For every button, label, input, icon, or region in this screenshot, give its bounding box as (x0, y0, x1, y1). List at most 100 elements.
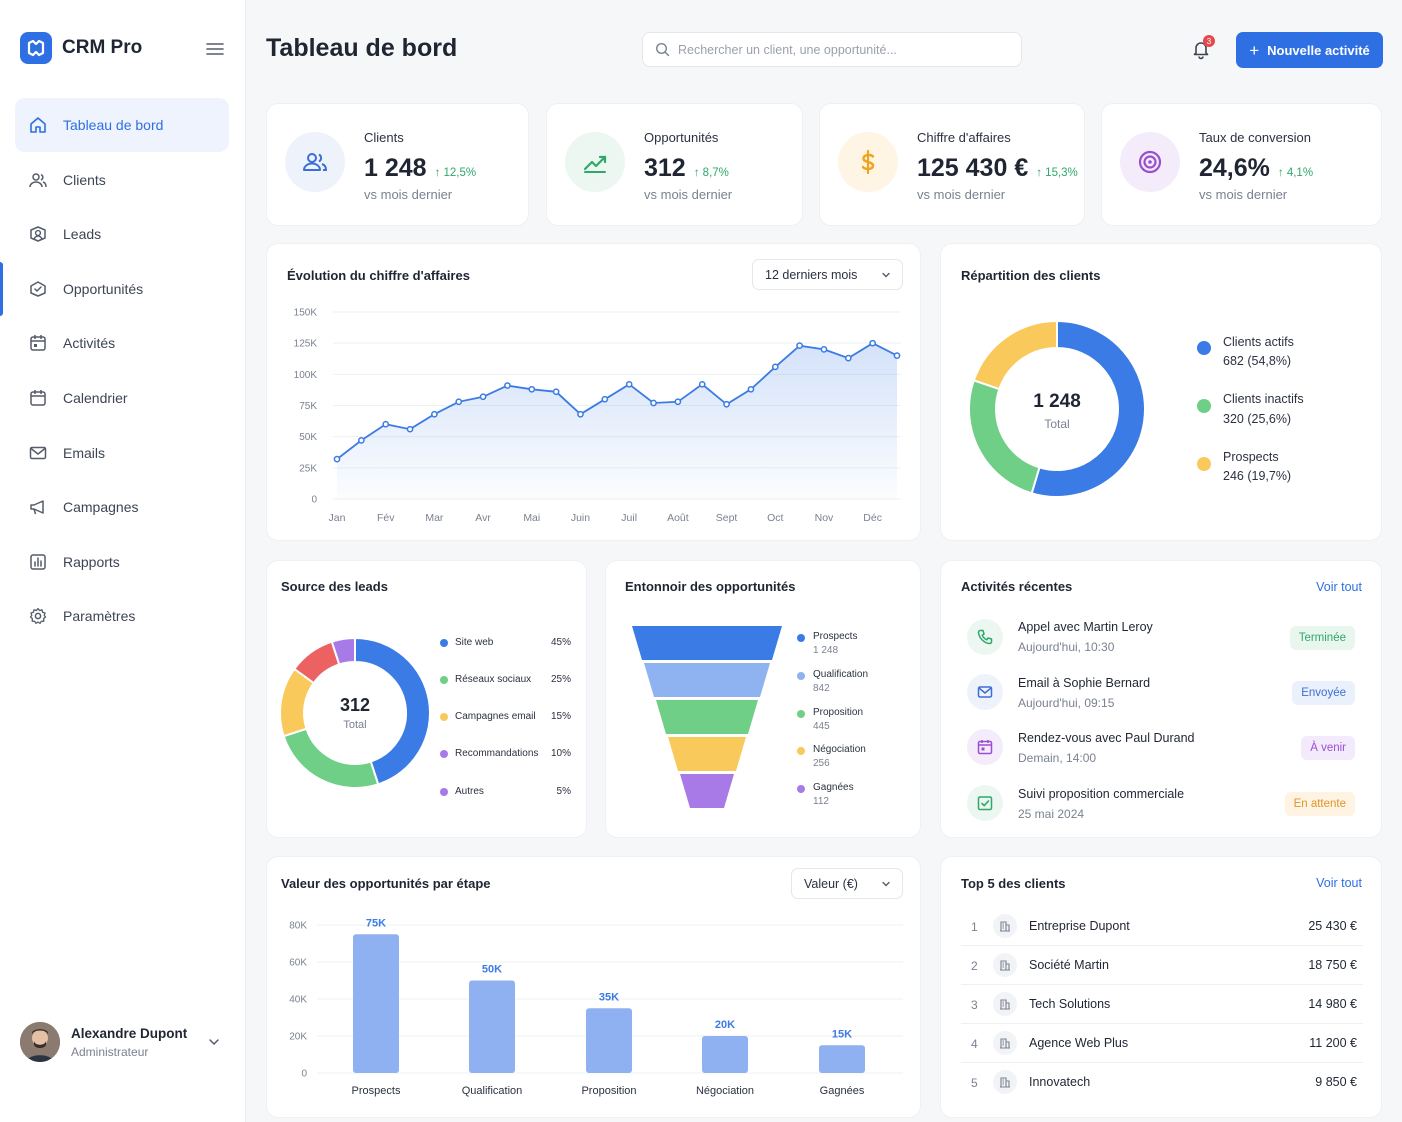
see-all-activities-link[interactable]: Voir tout (1316, 580, 1362, 594)
x-tick-label: Mar (425, 512, 444, 524)
kpi-delta: ↑ 4,1% (1277, 167, 1314, 179)
user-profile[interactable]: Alexandre Dupont Administrateur (20, 1022, 230, 1062)
value-select[interactable]: Valeur (€) (791, 868, 903, 899)
legend-pct: 25% (550, 674, 571, 685)
legend-dot (440, 639, 448, 647)
donut-slice (330, 636, 356, 666)
kpi-value-text: 24,6% (1199, 154, 1270, 182)
legend-value: 842 (813, 683, 830, 694)
status-badge: Terminée (1289, 626, 1355, 650)
sidebar-item-calendrier[interactable]: Calendrier (15, 371, 229, 425)
legend-dot (797, 785, 805, 793)
kpi-value: 1 248 ↑ 12,5% (364, 154, 476, 183)
data-point (382, 420, 390, 428)
data-point (577, 410, 584, 418)
legend-dot (440, 713, 448, 721)
data-point (820, 346, 828, 353)
sidebar-item-label: Emails (63, 444, 106, 461)
sidebar-nav: Tableau de bord Clients Leads Opportunit… (15, 98, 229, 644)
legend-label: Autres (455, 786, 484, 797)
legend-dot (1197, 341, 1211, 355)
donut-slice (972, 319, 1058, 391)
kpi-sub: vs mois dernier (1199, 187, 1288, 202)
sidebar-item-activites[interactable]: Activités (15, 316, 229, 370)
calendar-icon (27, 387, 49, 409)
funnel-stage-gagnees (680, 774, 734, 808)
data-point (869, 339, 877, 347)
stage-values-bar-chart: 0 20K 40K 60K 80K 75K Prospects 50K Qualificatio… (289, 917, 903, 1097)
check-square-icon (967, 785, 1003, 821)
area-fill (337, 343, 897, 499)
gear-icon (27, 605, 49, 627)
legend-detail: 320 (25,6%) (1223, 412, 1292, 426)
activities-icon (27, 332, 49, 354)
clients-split-card: Répartition des clients 1 248 Total Clie… (940, 243, 1382, 541)
new-activity-button[interactable]: + Nouvelle activité (1236, 32, 1383, 68)
y-tick-label: 60K (289, 958, 307, 969)
data-point (552, 388, 560, 396)
kpi-delta: ↑ 12,5% (434, 167, 477, 179)
client-name: Société Martin (1029, 958, 1109, 972)
sidebar-item-clients[interactable]: Clients (15, 153, 229, 207)
table-row[interactable]: 4 Agence Web Plus 11 200 € (961, 1024, 1363, 1063)
data-point (625, 380, 633, 388)
sidebar-item-rapports[interactable]: Rapports (15, 535, 229, 589)
kpi-delta: ↑ 8,7% (693, 167, 729, 179)
y-tick-label: 150K (294, 308, 318, 319)
see-all-clients-link[interactable]: Voir tout (1316, 876, 1362, 890)
client-rank: 4 (971, 1037, 978, 1051)
sidebar-item-opportunites[interactable]: Opportunités (15, 262, 229, 316)
kpi-value: 312 ↑ 8,7% (644, 154, 729, 183)
y-tick-label: 75K (299, 401, 317, 412)
chevron-down-icon (880, 878, 892, 890)
brand[interactable]: CRM Pro (20, 32, 142, 64)
bar-value-label: 20K (715, 1019, 735, 1031)
client-value: 18 750 € (1308, 958, 1357, 972)
legend-value: 1 248 (813, 645, 839, 656)
card-title: Entonnoir des opportunités (625, 579, 796, 594)
sidebar-item-label: Activités (63, 335, 116, 352)
menu-icon[interactable] (204, 38, 226, 60)
sidebar-item-tableau-de-bord[interactable]: Tableau de bord (15, 98, 229, 152)
bar-value-label: 50K (482, 964, 502, 976)
legend-value: 256 (813, 758, 830, 769)
legend-dot (440, 788, 448, 796)
sidebar-item-emails[interactable]: Emails (15, 426, 229, 480)
sidebar-item-parametres[interactable]: Paramètres (15, 589, 229, 643)
kpi-sub: vs mois dernier (644, 187, 733, 202)
user-name: Alexandre Dupont (71, 1025, 188, 1041)
status-badge: En attente (1284, 792, 1355, 816)
legend-dot (440, 676, 448, 684)
avatar (20, 1022, 60, 1062)
data-point (674, 398, 682, 406)
legend-label: Clients actifs (1223, 335, 1294, 349)
client-name: Entreprise Dupont (1029, 919, 1130, 933)
search-input[interactable] (678, 42, 998, 57)
building-icon (993, 953, 1017, 977)
y-tick-label: 125K (294, 339, 318, 350)
sidebar-item-campagnes[interactable]: Campagnes (15, 480, 229, 534)
chevron-down-icon[interactable] (206, 1034, 222, 1050)
client-value: 25 430 € (1308, 919, 1357, 933)
kpi-delta-text: 15,3% (1045, 167, 1078, 179)
kpi-label: Opportunités (644, 130, 719, 145)
sidebar-item-leads[interactable]: Leads (15, 207, 229, 261)
card-title: Activités récentes (961, 579, 1073, 594)
x-tick-label: Oct (767, 512, 783, 524)
table-row[interactable]: 1 Entreprise Dupont 25 430 € (961, 907, 1363, 946)
data-point (504, 382, 511, 389)
table-row[interactable]: 5 Innovatech 9 850 € (961, 1063, 1363, 1102)
bar-value-label: 35K (599, 991, 619, 1003)
client-value: 14 980 € (1308, 997, 1357, 1011)
period-select[interactable]: 12 derniers mois (752, 259, 903, 290)
data-point (431, 410, 438, 418)
data-point (698, 380, 706, 388)
mail-icon (967, 674, 1003, 710)
sidebar-item-label: Rapports (63, 553, 120, 570)
data-point (747, 385, 755, 393)
search-box[interactable] (642, 32, 1022, 67)
sidebar-item-label: Leads (63, 226, 102, 243)
table-row[interactable]: 2 Société Martin 18 750 € (961, 946, 1363, 985)
table-row[interactable]: 3 Tech Solutions 14 980 € (961, 985, 1363, 1024)
legend-label: Clients inactifs (1223, 392, 1304, 406)
